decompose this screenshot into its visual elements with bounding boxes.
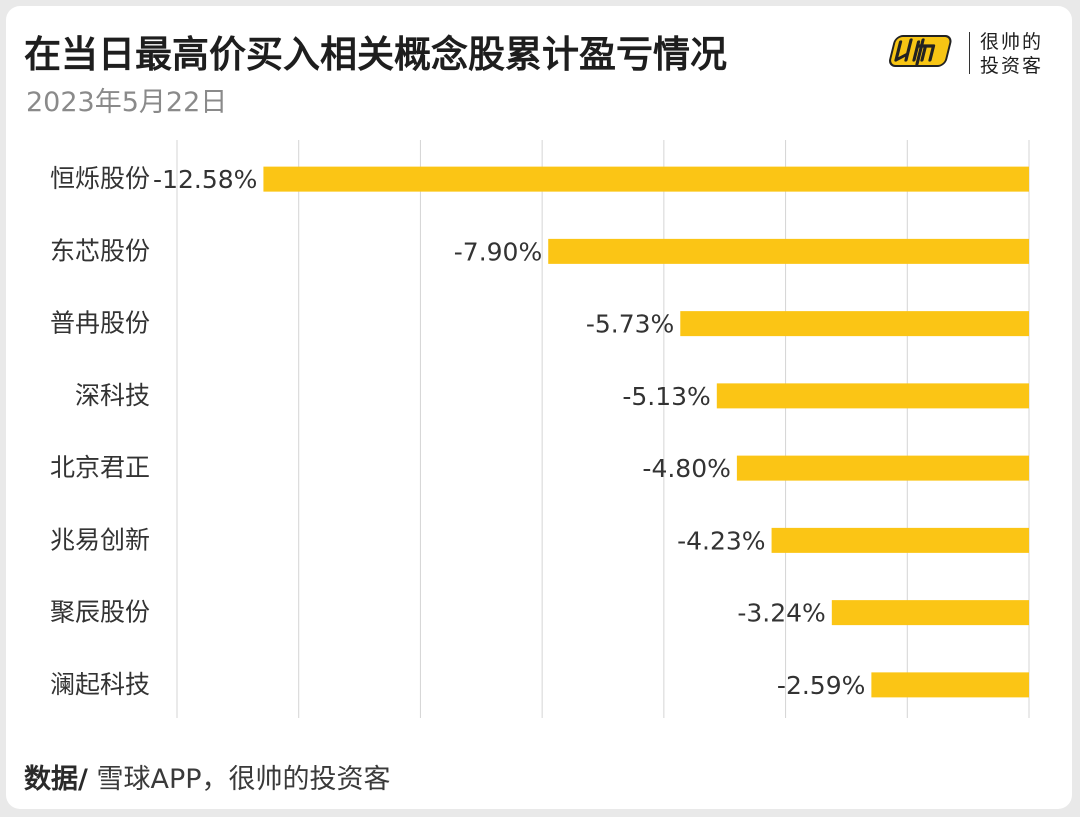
bar bbox=[831, 600, 1029, 626]
data-label: -5.13% bbox=[622, 382, 710, 411]
chart-subtitle: 2023年5月22日 bbox=[26, 87, 228, 118]
bar bbox=[680, 311, 1029, 337]
bar bbox=[263, 166, 1030, 192]
data-label: -12.58% bbox=[153, 165, 257, 194]
data-source-text: 雪球APP，很帅的投资客 bbox=[96, 764, 391, 795]
brand-divider bbox=[969, 32, 970, 74]
bar bbox=[771, 527, 1029, 553]
brand-name-line2: 投资客 bbox=[980, 55, 1044, 77]
brand-logo-icon bbox=[889, 35, 952, 67]
data-label: -4.23% bbox=[677, 526, 765, 555]
category-label: 兆易创新 bbox=[50, 525, 150, 554]
category-label: 聚辰股份 bbox=[50, 598, 150, 627]
bar bbox=[548, 238, 1029, 264]
data-source-label: 数据/ bbox=[24, 764, 88, 795]
chart-title: 在当日最高价买入相关概念股累计盈亏情况 bbox=[24, 33, 727, 76]
category-label: 普冉股份 bbox=[50, 309, 150, 338]
data-label: -7.90% bbox=[454, 237, 542, 266]
bar bbox=[871, 672, 1029, 698]
category-label: 恒烁股份 bbox=[50, 164, 150, 193]
brand-logo: 很帅的 投资客 bbox=[880, 26, 1060, 82]
category-label: 深科技 bbox=[75, 381, 150, 410]
bar bbox=[716, 383, 1029, 409]
bar bbox=[736, 455, 1029, 481]
data-label: -5.73% bbox=[586, 310, 674, 339]
category-label: 澜起科技 bbox=[50, 670, 150, 699]
brand-name-line1: 很帅的 bbox=[980, 31, 1044, 53]
category-label: 北京君正 bbox=[50, 453, 150, 482]
category-label: 东芯股份 bbox=[50, 236, 150, 265]
data-source: 数据/ 雪球APP，很帅的投资客 bbox=[24, 757, 391, 796]
data-label: -4.80% bbox=[642, 454, 730, 483]
data-label: -2.59% bbox=[777, 671, 865, 700]
data-label: -3.24% bbox=[737, 599, 825, 628]
brand-name: 很帅的 投资客 bbox=[980, 30, 1043, 78]
